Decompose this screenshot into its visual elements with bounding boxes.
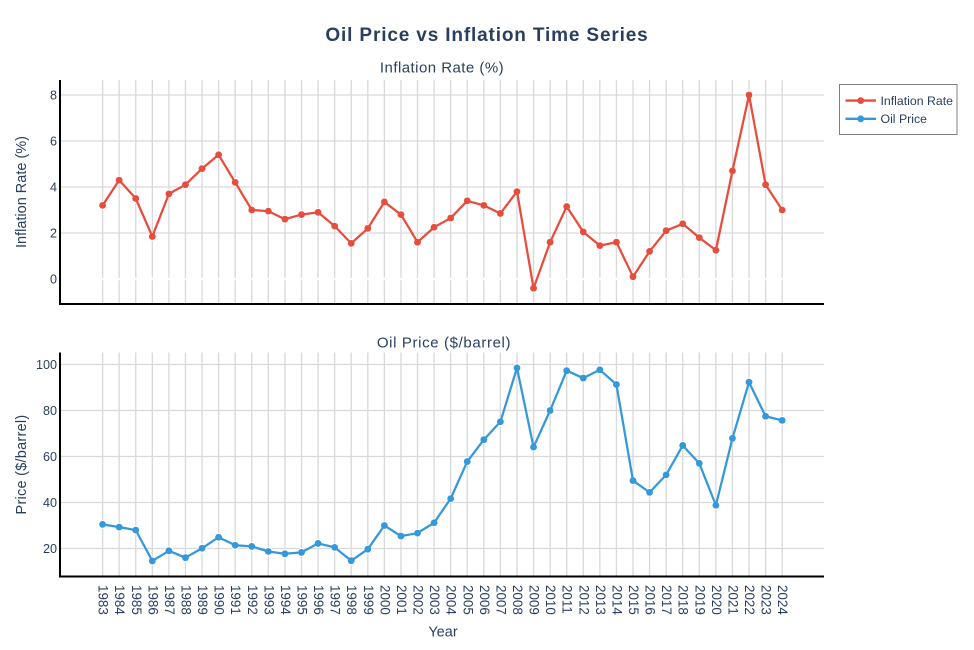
- svg-text:1990: 1990: [212, 585, 227, 615]
- svg-text:1983: 1983: [96, 585, 111, 615]
- svg-text:1988: 1988: [178, 585, 193, 615]
- svg-text:1999: 1999: [361, 585, 376, 615]
- svg-text:Inflation Rate (%): Inflation Rate (%): [380, 60, 504, 77]
- svg-text:1997: 1997: [328, 585, 343, 615]
- svg-text:2016: 2016: [643, 585, 658, 615]
- svg-text:Oil Price ($/barrel): Oil Price ($/barrel): [377, 335, 511, 352]
- svg-text:1984: 1984: [112, 585, 127, 615]
- svg-text:2: 2: [50, 227, 57, 241]
- svg-text:8: 8: [50, 89, 57, 103]
- svg-text:2017: 2017: [659, 585, 674, 615]
- svg-text:2014: 2014: [609, 585, 624, 615]
- svg-text:2013: 2013: [593, 585, 608, 615]
- svg-text:2000: 2000: [377, 585, 392, 615]
- svg-text:1996: 1996: [311, 585, 326, 615]
- svg-text:60: 60: [43, 450, 57, 464]
- svg-text:100: 100: [36, 358, 57, 372]
- svg-text:Oil Price: Oil Price: [881, 112, 928, 126]
- svg-text:Price ($/barrel): Price ($/barrel): [14, 415, 30, 515]
- svg-text:2007: 2007: [493, 585, 508, 615]
- svg-text:1986: 1986: [145, 585, 160, 615]
- svg-text:2011: 2011: [560, 585, 575, 614]
- svg-text:Year: Year: [428, 625, 457, 641]
- svg-text:20: 20: [43, 542, 57, 556]
- svg-text:2002: 2002: [411, 585, 426, 615]
- svg-text:2001: 2001: [394, 585, 409, 615]
- svg-text:40: 40: [43, 496, 57, 510]
- svg-text:2006: 2006: [477, 585, 492, 615]
- svg-text:1998: 1998: [344, 585, 359, 615]
- svg-text:2015: 2015: [626, 585, 641, 615]
- svg-text:2010: 2010: [543, 585, 558, 615]
- svg-text:80: 80: [43, 404, 57, 418]
- svg-text:Inflation Rate: Inflation Rate: [881, 94, 954, 108]
- svg-text:0: 0: [50, 273, 57, 287]
- svg-text:2019: 2019: [692, 585, 707, 615]
- svg-text:2012: 2012: [576, 585, 591, 615]
- svg-text:1985: 1985: [129, 585, 144, 615]
- svg-text:2003: 2003: [427, 585, 442, 615]
- svg-text:1991: 1991: [228, 585, 243, 615]
- svg-text:2021: 2021: [725, 585, 740, 615]
- svg-text:2024: 2024: [775, 585, 790, 615]
- svg-text:2009: 2009: [527, 585, 542, 615]
- svg-text:2022: 2022: [742, 585, 757, 615]
- svg-text:2005: 2005: [460, 585, 475, 615]
- svg-text:2020: 2020: [709, 585, 724, 615]
- svg-text:1994: 1994: [278, 585, 293, 615]
- svg-text:2023: 2023: [759, 585, 774, 615]
- svg-text:1993: 1993: [261, 585, 276, 615]
- svg-text:4: 4: [50, 181, 57, 195]
- svg-text:Inflation Rate (%): Inflation Rate (%): [14, 136, 30, 248]
- svg-text:2018: 2018: [676, 585, 691, 615]
- svg-text:1995: 1995: [295, 585, 310, 615]
- svg-text:1992: 1992: [245, 585, 260, 615]
- svg-text:2008: 2008: [510, 585, 525, 615]
- svg-text:1987: 1987: [162, 585, 177, 615]
- svg-text:Oil Price vs Inflation Time Se: Oil Price vs Inflation Time Series: [325, 25, 648, 46]
- svg-text:1989: 1989: [195, 585, 210, 615]
- svg-text:6: 6: [50, 135, 57, 149]
- svg-text:2004: 2004: [444, 585, 459, 615]
